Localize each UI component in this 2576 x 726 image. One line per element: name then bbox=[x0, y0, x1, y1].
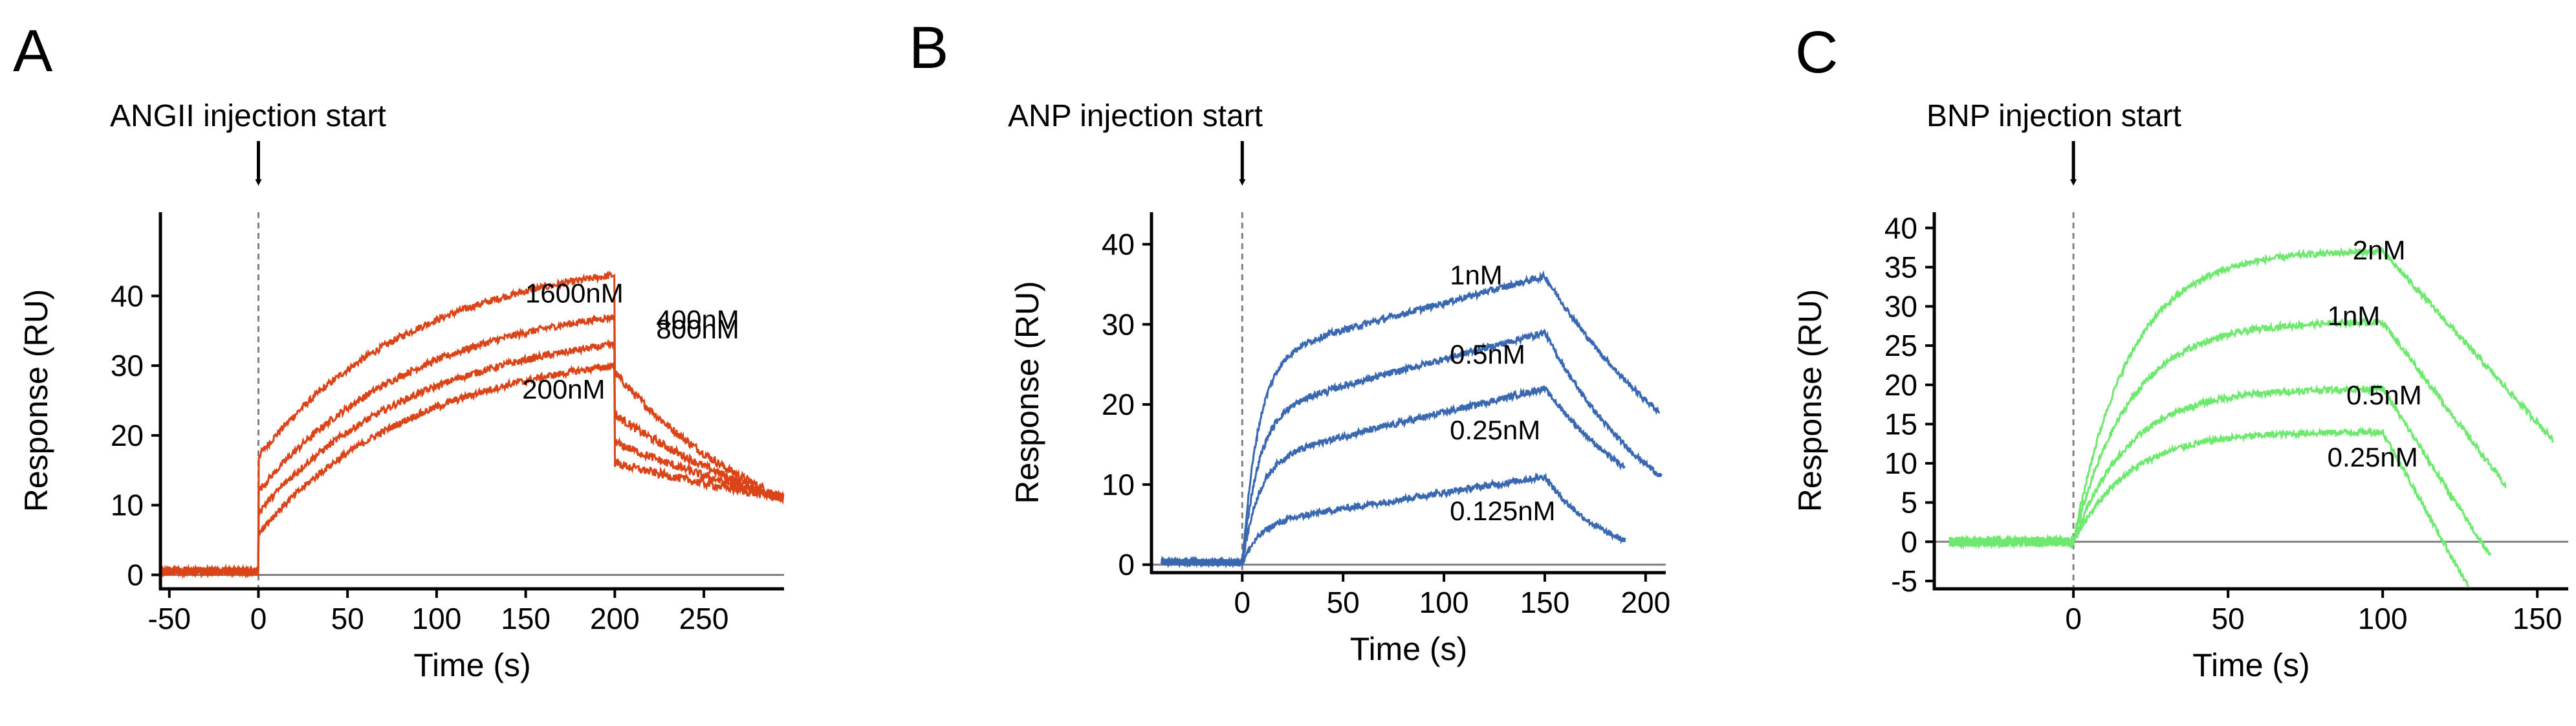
series-label: 1nM bbox=[2328, 301, 2381, 331]
y-tick-label: 10 bbox=[111, 489, 144, 522]
y-axis-label: Response (RU) bbox=[1792, 289, 1828, 512]
x-tick-label: 150 bbox=[2513, 602, 2562, 635]
x-tick-label: 150 bbox=[501, 602, 551, 635]
y-tick-label: 25 bbox=[1884, 329, 1917, 362]
series-line-0.25nM bbox=[1948, 426, 2469, 588]
series-line-800nM bbox=[160, 314, 785, 578]
x-tick-label: 100 bbox=[412, 602, 462, 635]
series-line-0.25nM bbox=[1161, 385, 1626, 569]
x-tick-label: 200 bbox=[590, 602, 640, 635]
series-line-2nM bbox=[1948, 246, 2554, 549]
y-tick-label: 20 bbox=[111, 419, 144, 452]
y-tick-label: 0 bbox=[1118, 548, 1135, 582]
injection-label: ANP injection start bbox=[1008, 99, 1263, 133]
y-axis-label: Response (RU) bbox=[18, 289, 54, 512]
x-tick-label: 50 bbox=[2212, 602, 2245, 635]
series-line-0.125nM bbox=[1161, 472, 1626, 569]
x-axis-label: Time (s) bbox=[413, 647, 530, 683]
x-tick-label: 100 bbox=[1419, 586, 1469, 619]
y-tick-label: 30 bbox=[1884, 290, 1917, 324]
series-label: 0.5nM bbox=[1450, 339, 1525, 369]
series-label: 0.125nM bbox=[1450, 496, 1555, 526]
x-tick-label: 200 bbox=[1621, 586, 1670, 619]
series-label: 2nM bbox=[2353, 235, 2406, 265]
x-tick-label: 50 bbox=[331, 602, 364, 635]
x-tick-label: 100 bbox=[2358, 602, 2408, 635]
series-label: 0.25nM bbox=[2328, 442, 2418, 472]
injection-label: BNP injection start bbox=[1927, 99, 2181, 133]
y-tick-label: 10 bbox=[1102, 468, 1135, 501]
y-tick-label: 10 bbox=[1884, 446, 1917, 480]
injection-label: ANGII injection start bbox=[110, 99, 386, 133]
y-tick-label: 30 bbox=[111, 349, 144, 382]
y-tick-label: 15 bbox=[1884, 407, 1917, 441]
series-line-0.5nM bbox=[1161, 328, 1663, 569]
series-label: 400nM bbox=[656, 304, 739, 335]
y-tick-label: 20 bbox=[1102, 388, 1135, 421]
series-label: 200nM bbox=[522, 374, 605, 404]
y-tick-label: 40 bbox=[1884, 211, 1917, 245]
series-group bbox=[1161, 270, 1663, 569]
y-axis-label: Response (RU) bbox=[1009, 281, 1045, 504]
panel-letter: C bbox=[1795, 19, 1838, 85]
series-group bbox=[1948, 246, 2554, 588]
y-tick-label: 40 bbox=[1102, 228, 1135, 261]
series-label: 1600nM bbox=[525, 278, 624, 309]
series-label: 1nM bbox=[1450, 259, 1503, 290]
x-tick-label: 0 bbox=[2065, 602, 2082, 635]
x-axis-label: Time (s) bbox=[2192, 647, 2309, 683]
series-line-1600nM bbox=[159, 270, 785, 579]
x-axis-label: Time (s) bbox=[1350, 631, 1467, 667]
x-tick-label: 0 bbox=[1234, 586, 1250, 619]
series-label: 0.5nM bbox=[2346, 380, 2422, 410]
series-line-200nM bbox=[160, 361, 784, 580]
x-tick-label: 150 bbox=[1520, 586, 1570, 619]
y-tick-label: 40 bbox=[111, 279, 144, 313]
panel-letter: B bbox=[909, 15, 948, 81]
y-tick-label: 0 bbox=[127, 558, 144, 591]
x-tick-label: -50 bbox=[148, 602, 191, 635]
series-line-0.5nM bbox=[1948, 383, 2492, 556]
y-tick-label: -5 bbox=[1891, 564, 1917, 598]
series-label: 0.25nM bbox=[1450, 415, 1540, 445]
series-group bbox=[159, 270, 785, 580]
series-label: 800nM bbox=[656, 314, 739, 344]
y-tick-label: 35 bbox=[1884, 250, 1917, 284]
series-line-400nM bbox=[159, 338, 785, 578]
y-tick-label: 0 bbox=[1901, 525, 1917, 558]
panel-letter: A bbox=[13, 18, 53, 84]
y-tick-label: 20 bbox=[1884, 368, 1917, 402]
panel-b: B ANP injection start 1nM 0.5nM 0.25nM 0.125n… bbox=[909, 15, 1670, 667]
x-tick-label: 250 bbox=[679, 602, 729, 635]
x-tick-label: 50 bbox=[1327, 586, 1360, 619]
y-tick-label: 30 bbox=[1102, 307, 1135, 341]
y-tick-label: 5 bbox=[1901, 486, 1917, 520]
x-tick-label: 0 bbox=[250, 602, 267, 635]
series-line-1nM bbox=[1948, 317, 2507, 550]
